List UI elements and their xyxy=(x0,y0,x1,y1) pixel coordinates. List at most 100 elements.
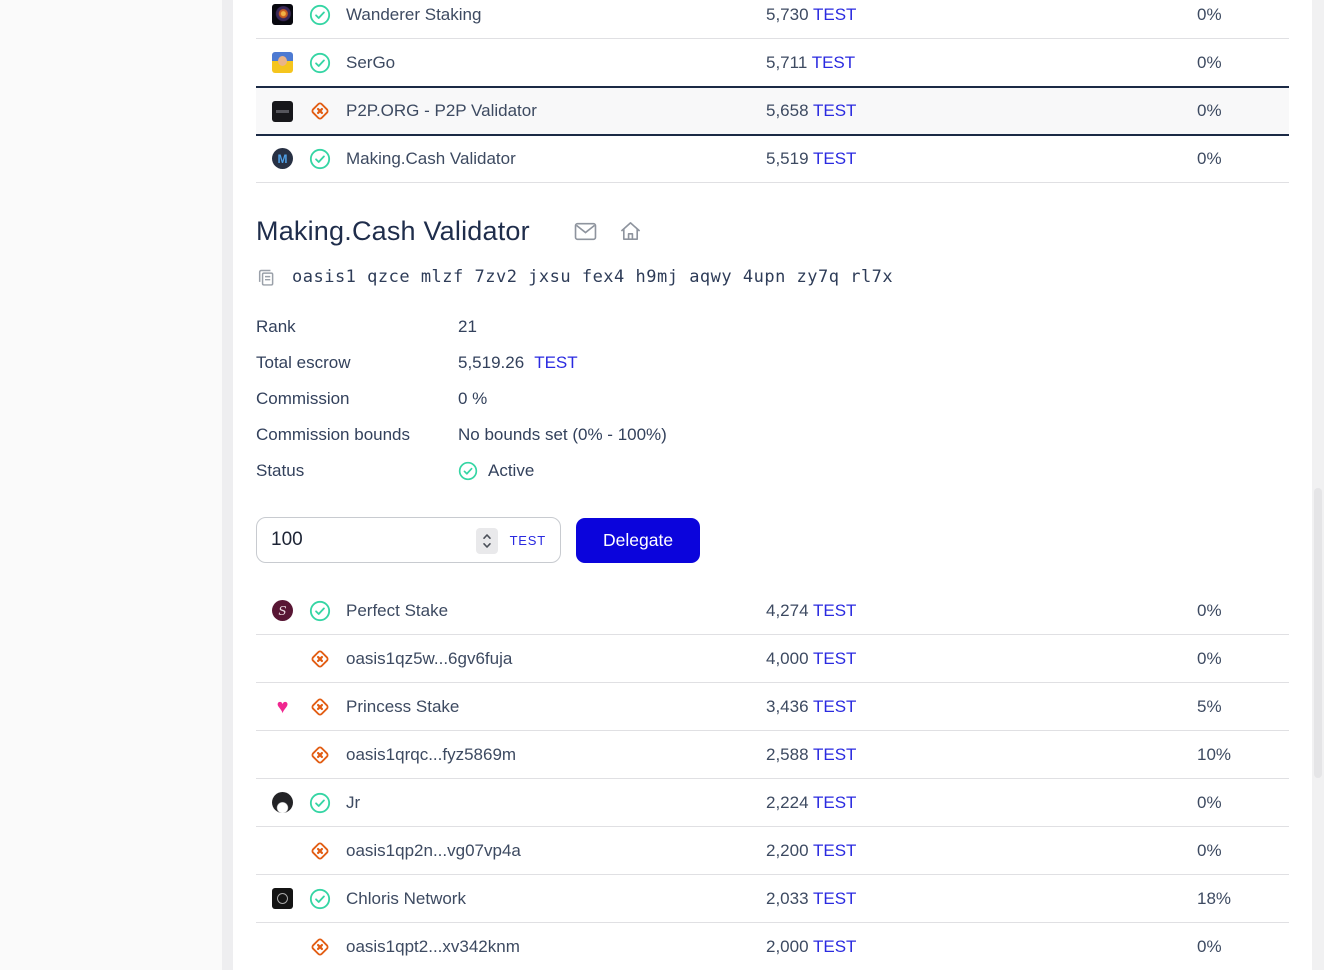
token-label: TEST xyxy=(811,52,856,72)
validator-avatar xyxy=(272,888,293,909)
validator-escrow: 2,588 TEST xyxy=(766,744,857,764)
email-icon[interactable] xyxy=(574,222,597,241)
detail-label: Status xyxy=(256,461,305,480)
validator-name: SerGo xyxy=(346,52,396,72)
validator-escrow: 2,200 TEST xyxy=(766,840,857,860)
validator-row[interactable]: P2P.ORG - P2P Validator 5,658 TEST 0% xyxy=(256,86,1289,136)
validator-row[interactable]: oasis1qp2n...vg07vp4a 2,200 TEST 0% xyxy=(256,827,1289,875)
token-label: TEST xyxy=(812,888,857,908)
validator-row[interactable]: Wanderer Staking 5,730 TEST 0% xyxy=(256,0,1289,39)
detail-row-rank: Rank 21 xyxy=(256,309,1289,345)
avatar-placeholder xyxy=(272,648,293,669)
validator-escrow: 3,436 TEST xyxy=(766,696,857,716)
number-stepper[interactable] xyxy=(476,528,498,554)
token-label: TEST xyxy=(812,600,857,620)
x-diamond-icon xyxy=(309,696,346,718)
x-diamond-icon xyxy=(309,648,346,670)
validator-row[interactable]: oasis1qpt2...xv342knm 2,000 TEST 0% xyxy=(256,923,1289,970)
check-circle-icon xyxy=(309,792,346,814)
delegate-button[interactable]: Delegate xyxy=(576,517,701,563)
validator-commission: 0% xyxy=(1197,840,1222,860)
check-circle-icon xyxy=(309,148,346,170)
validator-row[interactable]: Jr 2,224 TEST 0% xyxy=(256,779,1289,827)
check-circle-icon xyxy=(458,461,478,481)
validator-escrow: 5,658 TEST xyxy=(766,101,857,120)
validator-row[interactable]: oasis1qrqc...fyz5869m 2,588 TEST 10% xyxy=(256,731,1289,779)
validator-row[interactable]: Chloris Network 2,033 TEST 18% xyxy=(256,875,1289,923)
amount-input[interactable] xyxy=(257,529,441,551)
validator-escrow: 2,033 TEST xyxy=(766,888,857,908)
validator-detail-header: Making.Cash Validator xyxy=(256,214,1289,248)
x-diamond-icon xyxy=(309,100,346,122)
avatar-placeholder xyxy=(272,936,293,957)
main-content: Wanderer Staking 5,730 TEST 0% SerGo 5,7… xyxy=(233,0,1312,970)
detail-label: Total escrow xyxy=(256,353,351,372)
validator-commission: 0% xyxy=(1197,600,1222,620)
validator-address: oasis1 qzce mlzf 7zv2 jxsu fex4 h9mj aqw… xyxy=(292,267,894,287)
detail-value: 0 % xyxy=(458,389,488,408)
validator-details: Rank 21 Total escrow 5,519.26 TEST Commis… xyxy=(256,309,1289,489)
validator-commission: 0% xyxy=(1197,648,1222,668)
validator-name: Jr xyxy=(346,792,361,812)
validator-commission: 0% xyxy=(1197,4,1222,24)
validator-commission: 0% xyxy=(1197,52,1222,72)
detail-label: Rank xyxy=(256,317,296,336)
validator-escrow: 2,000 TEST xyxy=(766,936,857,956)
home-icon[interactable] xyxy=(619,220,642,242)
validator-commission: 10% xyxy=(1197,744,1232,764)
copy-icon[interactable] xyxy=(256,267,277,288)
validator-avatar xyxy=(272,792,293,813)
validator-escrow: 4,274 TEST xyxy=(766,600,857,620)
validator-table-top: Wanderer Staking 5,730 TEST 0% SerGo 5,7… xyxy=(256,0,1289,183)
validator-escrow: 4,000 TEST xyxy=(766,648,857,668)
detail-value: 5,519.26 TEST xyxy=(458,353,578,372)
token-label: TEST xyxy=(812,4,857,24)
token-label: TEST xyxy=(812,148,857,168)
check-circle-icon xyxy=(309,52,346,74)
scrollbar-thumb[interactable] xyxy=(1314,488,1322,778)
detail-value: Active xyxy=(458,461,534,481)
validator-table-bottom: Perfect Stake 4,274 TEST 0% oasis1qz5w..… xyxy=(256,587,1289,970)
validator-name: oasis1qz5w...6gv6fuja xyxy=(346,648,513,668)
validator-escrow: 5,730 TEST xyxy=(766,4,857,24)
amount-input-wrap: TEST xyxy=(256,517,561,563)
detail-value: 21 xyxy=(458,317,477,336)
status-text: Active xyxy=(488,461,535,480)
delegate-form: TEST Delegate xyxy=(256,517,1289,563)
validator-escrow: 5,711 TEST xyxy=(766,52,856,72)
validator-name: oasis1qrqc...fyz5869m xyxy=(346,744,517,764)
validator-avatar xyxy=(272,696,293,717)
check-circle-icon xyxy=(309,4,346,26)
validator-row[interactable]: SerGo 5,711 TEST 0% xyxy=(256,39,1289,87)
scrollbar-track[interactable] xyxy=(1312,0,1324,970)
validator-commission: 0% xyxy=(1197,792,1222,812)
validator-name: oasis1qpt2...xv342knm xyxy=(346,936,520,956)
avatar-placeholder xyxy=(272,840,293,861)
validator-row[interactable]: oasis1qz5w...6gv6fuja 4,000 TEST 0% xyxy=(256,635,1289,683)
validator-row[interactable]: Princess Stake 3,436 TEST 5% xyxy=(256,683,1289,731)
token-label: TEST xyxy=(812,744,857,764)
detail-row-commission: Commission 0 % xyxy=(256,381,1289,417)
validator-name: Chloris Network xyxy=(346,888,466,908)
validator-name: Wanderer Staking xyxy=(346,4,482,24)
validator-name: Perfect Stake xyxy=(346,600,449,620)
validator-row[interactable]: Perfect Stake 4,274 TEST 0% xyxy=(256,587,1289,635)
validator-avatar xyxy=(272,100,293,122)
validator-row[interactable]: Making.Cash Validator 5,519 TEST 0% xyxy=(256,135,1289,183)
validator-escrow: 5,519 TEST xyxy=(766,148,857,168)
token-label: TEST xyxy=(534,353,578,372)
validator-avatar xyxy=(272,52,293,73)
avatar-placeholder xyxy=(272,744,293,765)
token-label: TEST xyxy=(812,648,857,668)
left-panel xyxy=(0,0,222,970)
check-circle-icon xyxy=(309,888,346,910)
validator-commission: 18% xyxy=(1197,888,1232,908)
detail-row-commission-bounds: Commission bounds No bounds set (0% - 10… xyxy=(256,417,1289,453)
check-circle-icon xyxy=(309,600,346,622)
detail-value: No bounds set (0% - 100%) xyxy=(458,425,667,444)
token-label: TEST xyxy=(812,696,857,716)
validator-name: P2P.ORG - P2P Validator xyxy=(346,101,537,120)
validator-avatar xyxy=(272,600,293,621)
token-unit-label: TEST xyxy=(509,532,546,548)
token-label: TEST xyxy=(812,101,857,120)
